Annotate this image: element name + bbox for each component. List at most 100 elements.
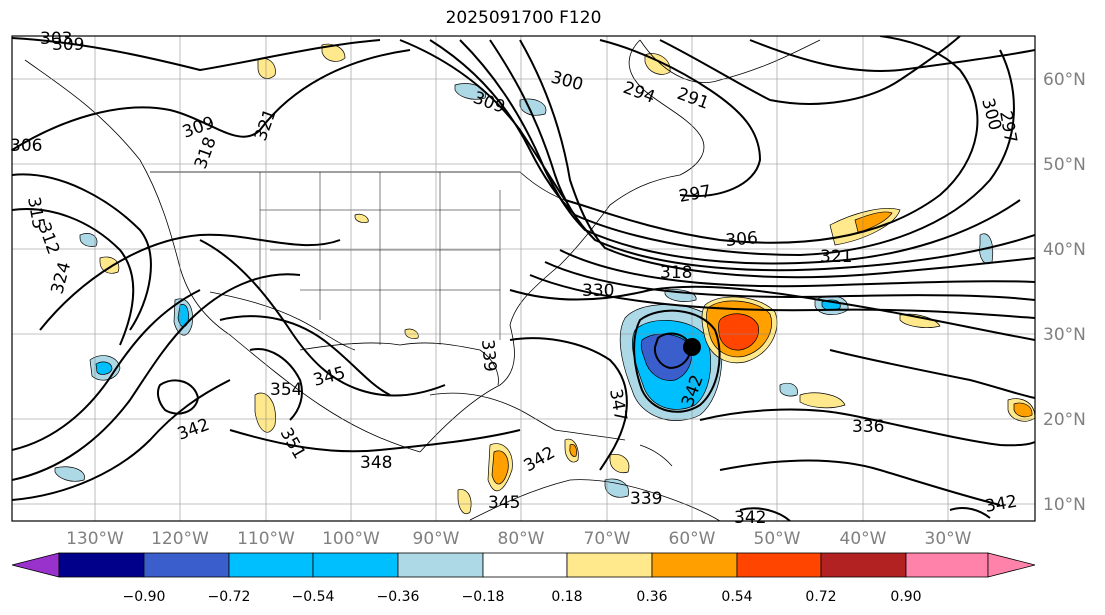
contour-line — [12, 37, 381, 72]
lon-label-90w: 90°W — [413, 529, 460, 549]
contour-line — [156, 379, 200, 415]
colorbar-tick-label: −0.54 — [292, 589, 335, 605]
contour-line — [739, 507, 791, 521]
contour-line — [719, 459, 1001, 506]
lat-label-20n: 20°N — [1043, 410, 1086, 430]
contour-line — [529, 274, 1035, 319]
contour-label: 339 — [630, 489, 662, 509]
contour-line — [633, 309, 721, 413]
contour-label: 348 — [360, 453, 392, 473]
contour-line — [509, 337, 628, 471]
lon-label-70w: 70°W — [584, 529, 631, 549]
colorbar-tick-label: −0.36 — [377, 589, 420, 605]
gulf-of-mexico-coast — [299, 342, 499, 386]
lon-label-100w: 100°W — [322, 529, 380, 549]
contour-line — [749, 39, 1035, 72]
colorbar-tick-label: 0.54 — [721, 589, 752, 605]
map-title: 2025091700 F120 — [445, 8, 602, 28]
colorbar-segment — [58, 552, 145, 578]
contour-label: 336 — [852, 417, 884, 437]
greenland-coast — [639, 39, 821, 83]
anomaly-blob — [254, 392, 276, 433]
contour-label: 309 — [52, 35, 84, 55]
anomaly-blob — [457, 489, 472, 515]
negative-anomaly-inner — [640, 333, 692, 381]
lon-label-50w: 50°W — [754, 529, 801, 549]
contour-line — [39, 233, 341, 331]
contour-line — [12, 208, 135, 346]
state-borders — [259, 172, 520, 345]
contour-label: 303 — [40, 29, 72, 49]
lat-label-30n: 30°N — [1043, 325, 1086, 345]
anomaly-blob — [54, 466, 85, 482]
lat-label-50n: 50°N — [1043, 155, 1086, 175]
colorbar-tick-label: −0.90 — [123, 589, 166, 605]
contour-label: 330 — [582, 281, 614, 301]
anomaly-blob — [491, 450, 509, 485]
contour-label: 321 — [820, 247, 852, 267]
contour-label: 345 — [488, 493, 520, 513]
colorbar-tick-label: 0.72 — [805, 589, 836, 605]
north-america-east-coast — [419, 39, 705, 453]
anomaly-blob — [354, 213, 369, 223]
contour-label: 306 — [725, 228, 759, 251]
contour-line — [544, 261, 1035, 301]
contour-line — [559, 249, 1035, 288]
contour-labels: 309 306 303 315 312 324 309 318 321 300 … — [10, 29, 1020, 528]
colorbar-segment — [651, 552, 738, 578]
colorbar-arrow-high — [987, 552, 1036, 578]
lon-label-130w: 130°W — [66, 529, 124, 549]
contour-line — [509, 285, 1035, 341]
lat-label-10n: 10°N — [1043, 495, 1086, 515]
anomaly-blob — [99, 256, 120, 274]
contour-label: 342 — [734, 508, 766, 528]
anomaly-blob — [644, 53, 671, 75]
contour-label: 318 — [660, 263, 692, 283]
anomaly-blob — [609, 454, 630, 474]
contour-line — [699, 408, 1035, 447]
lon-label-120w: 120°W — [151, 529, 209, 549]
contour-line — [659, 36, 961, 105]
anomaly-blob — [321, 43, 346, 62]
anomaly-blob — [569, 444, 577, 457]
colorbar-tick-label: −0.72 — [208, 589, 251, 605]
contour-label: 354 — [270, 380, 302, 400]
colorbar-segment — [228, 552, 314, 578]
anomaly-blob — [854, 211, 893, 233]
lon-label-80w: 80°W — [498, 529, 545, 549]
colorbar-segment — [482, 552, 568, 578]
lon-label-110w: 110°W — [237, 529, 295, 549]
contour-line — [459, 39, 1021, 265]
colorbar-tick-label: 0.18 — [551, 589, 582, 605]
storm-center-marker — [683, 338, 701, 356]
contour-line — [229, 429, 521, 453]
contour-line — [12, 49, 411, 151]
colorbar-tick-label: −0.18 — [462, 589, 505, 605]
us-mexico-border — [209, 291, 356, 351]
colorbar-segment — [312, 552, 399, 578]
colorbar-segment — [566, 552, 653, 578]
colorbar — [11, 552, 1036, 578]
contour-line — [12, 379, 231, 501]
colorbar-segment — [736, 552, 822, 578]
anomaly-blob — [799, 392, 846, 409]
positive-anomaly-inner — [718, 313, 759, 351]
colorbar-arrow-low — [11, 552, 60, 578]
lon-label-30w: 30°W — [925, 529, 972, 549]
latitude-labels: 10°N 20°N 30°N 40°N 50°N 60°N — [1043, 70, 1086, 515]
longitude-labels: 130°W 120°W 110°W 100°W 90°W 80°W 70°W 6… — [66, 529, 972, 549]
contour-line — [949, 507, 991, 519]
contour-line — [12, 173, 152, 331]
colorbar-tick-label: 0.36 — [636, 589, 667, 605]
anomaly-blob — [95, 361, 113, 375]
colorbar-segment — [397, 552, 484, 578]
height-contours — [12, 36, 1035, 521]
south-america-coast — [469, 479, 721, 521]
cuba-coast — [429, 392, 556, 431]
colorbar-segment — [820, 552, 907, 578]
lat-label-60n: 60°N — [1043, 70, 1086, 90]
colorbar-tick-labels: −0.90 −0.72 −0.54 −0.36 −0.18 0.18 0.36 … — [123, 589, 922, 605]
anomaly-blob — [779, 382, 798, 397]
contour-label: 339 — [477, 339, 500, 373]
